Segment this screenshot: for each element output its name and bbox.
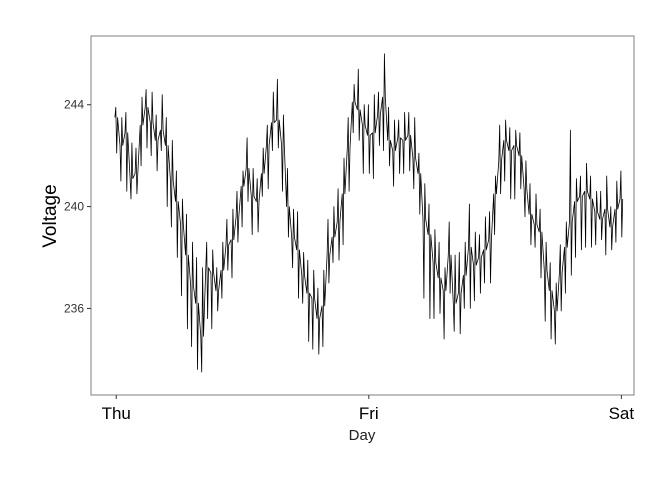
y-tick-label: 240 — [64, 200, 84, 214]
series-line — [114, 53, 624, 373]
y-tick-label: 236 — [64, 301, 84, 315]
x-tick-label: Fri — [359, 404, 379, 423]
y-axis-title: Voltage — [40, 184, 61, 247]
x-tick-label: Sat — [609, 404, 635, 423]
series-layer — [114, 53, 624, 373]
y-axis: 236 240 244 — [64, 98, 91, 315]
x-axis: Thu Fri Sat — [102, 395, 635, 423]
panel-border — [90, 35, 635, 396]
y-tick-label: 244 — [64, 98, 84, 112]
x-axis-title: Day — [349, 427, 376, 444]
x-tick-label: Thu — [102, 404, 131, 423]
